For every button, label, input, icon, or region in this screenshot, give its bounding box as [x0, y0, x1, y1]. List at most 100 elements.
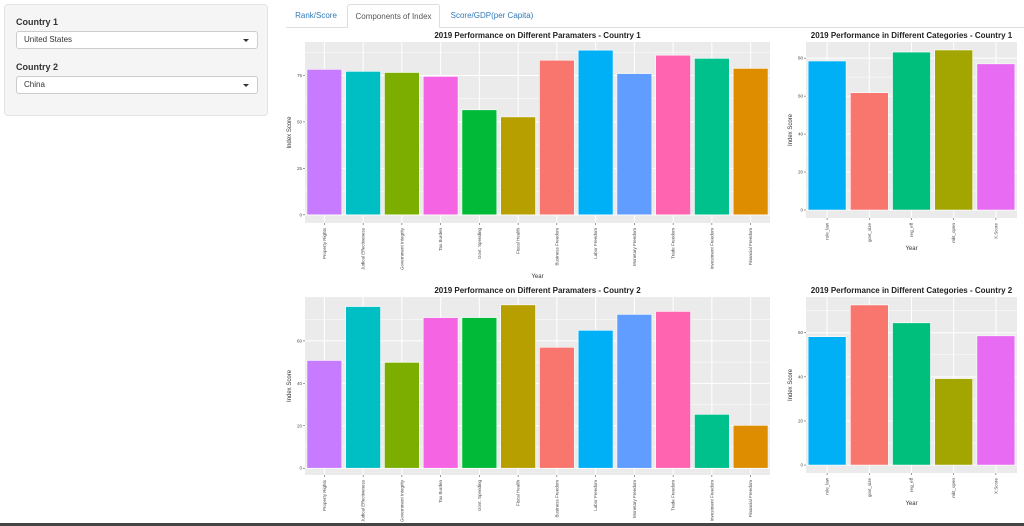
caret-down-icon: [243, 39, 249, 42]
x-tick-label: Investment Freedom: [709, 228, 714, 270]
chart-categories-country1: 0 20 40 60 80 rule_law govt_size reg_eff mkt_ope…: [788, 31, 1017, 252]
bar: [345, 71, 381, 216]
bar: [732, 68, 769, 216]
bar: [461, 109, 498, 216]
x-axis-label: Year: [905, 501, 917, 507]
plot-panel: [305, 297, 770, 475]
x-tick-label: Labor Freedom: [593, 228, 598, 259]
chart-title: 2019 Performance on Different Paramaters…: [434, 286, 641, 295]
chart-params-country2: 0 20 40 60 Property Rights Judical Effectiven…: [287, 286, 770, 522]
x-tick-label: rule_law: [825, 477, 830, 495]
x-tick-label: Government Integrity: [399, 227, 404, 270]
x-tick-label: reg_eff: [909, 477, 914, 492]
y-tick-label: 0: [800, 463, 803, 468]
x-axis-label: Year: [531, 274, 543, 280]
y-tick-label: 25: [297, 166, 303, 171]
bar: [732, 425, 769, 469]
y-tick-label: 0: [800, 208, 803, 213]
bar: [892, 51, 931, 211]
chart-params-country1: 0 25 50 75 Property Rights Judical Effectiven…: [287, 31, 770, 280]
x-tick-label: reg_eff: [909, 222, 914, 237]
x-tick-label: Property Rights: [322, 227, 327, 259]
bar: [807, 60, 847, 211]
y-axis-label: Index Score: [788, 368, 794, 401]
bar: [934, 378, 973, 466]
y-tick-label: 80: [798, 56, 804, 61]
x-tick-label: Business Freedom: [554, 228, 559, 266]
bar: [934, 49, 973, 211]
y-tick-label: 50: [297, 119, 303, 124]
tab-bar: Rank/Score Components of Index Score/GDP…: [286, 4, 1024, 28]
country2-select[interactable]: China: [16, 76, 258, 94]
y-tick-label: 60: [297, 338, 303, 343]
x-tick-label: mkt_open: [951, 478, 956, 498]
sidebar-panel: Country 1 United States Country 2 China: [4, 4, 268, 116]
bar: [577, 330, 614, 469]
bar: [807, 336, 847, 466]
x-tick-label: Labor Freedom: [593, 480, 598, 511]
bar: [655, 54, 691, 216]
bar: [306, 360, 343, 469]
bar: [694, 58, 730, 216]
bar: [539, 346, 575, 469]
country2-value: China: [24, 80, 45, 89]
y-tick-label: 40: [798, 374, 804, 379]
y-tick-label: 40: [297, 381, 303, 386]
bar: [422, 76, 459, 216]
bar: [976, 335, 1016, 466]
x-tick-label: X.Score: [993, 478, 998, 495]
x-tick-label: govt_size: [867, 478, 872, 498]
x-tick-label: rule_law: [825, 222, 830, 240]
x-tick-label: Judical Effectiveness: [361, 227, 366, 270]
chart-categories-country2: 0 20 40 60 rule_law govt_size reg_eff mkt_open X…: [788, 286, 1017, 507]
country2-label: Country 2: [16, 62, 59, 72]
x-tick-label: Fiscal Health: [516, 228, 521, 255]
x-tick-label: Govt. Spending: [477, 228, 482, 260]
chart-title: 2019 Performance in Different Categories…: [811, 31, 1013, 40]
x-tick-label: Monetary Freedom: [632, 228, 637, 266]
tab-rank-score[interactable]: Rank/Score: [295, 11, 337, 20]
bar: [539, 59, 575, 216]
x-tick-label: Trade Freedom: [671, 480, 676, 511]
bar: [384, 362, 420, 469]
plot-panel: [305, 42, 770, 223]
tab-score-gdp[interactable]: Score/GDP(per Capita): [450, 11, 534, 20]
bar: [422, 317, 459, 469]
bar: [461, 317, 498, 469]
country1-value: United States: [24, 35, 73, 44]
x-tick-label: X.Score: [993, 223, 998, 240]
bar: [694, 414, 730, 469]
y-tick-label: 20: [297, 423, 303, 428]
bar: [306, 69, 343, 216]
bar: [500, 116, 536, 216]
bar: [850, 92, 889, 211]
y-tick-label: 20: [798, 418, 804, 423]
x-tick-label: Govt. Spending: [477, 480, 482, 512]
x-tick-label: Investment Freedom: [709, 480, 714, 522]
x-tick-label: Tax Burden: [438, 228, 443, 251]
y-tick-label: 0: [299, 212, 302, 217]
y-tick-label: 40: [798, 132, 804, 137]
y-tick-label: 0: [299, 466, 302, 471]
x-tick-label: Property Rights: [322, 479, 327, 511]
bar: [500, 304, 536, 469]
y-axis-label: Index Score: [287, 369, 293, 402]
x-axis-label: Year: [905, 246, 917, 252]
bar: [577, 49, 614, 216]
chart-title: 2019 Performance in Different Categories…: [811, 286, 1013, 295]
bar: [850, 304, 889, 466]
bar: [892, 322, 931, 466]
country1-select[interactable]: United States: [16, 31, 258, 49]
x-tick-label: Financial Freedom: [748, 228, 753, 266]
x-tick-label: Monetary Freedom: [632, 480, 637, 518]
y-tick-label: 20: [798, 170, 804, 175]
y-axis-label: Index Score: [287, 116, 293, 149]
y-axis-label: Index Score: [788, 113, 794, 146]
x-tick-label: Trade Freedom: [671, 228, 676, 259]
caret-down-icon: [243, 84, 249, 87]
tab-components-of-index[interactable]: Components of Index: [347, 4, 440, 28]
x-tick-label: Judical Effectiveness: [361, 479, 366, 522]
x-tick-label: govt_size: [867, 223, 872, 243]
window-bottom-edge: [0, 523, 1024, 526]
bar: [616, 314, 653, 469]
